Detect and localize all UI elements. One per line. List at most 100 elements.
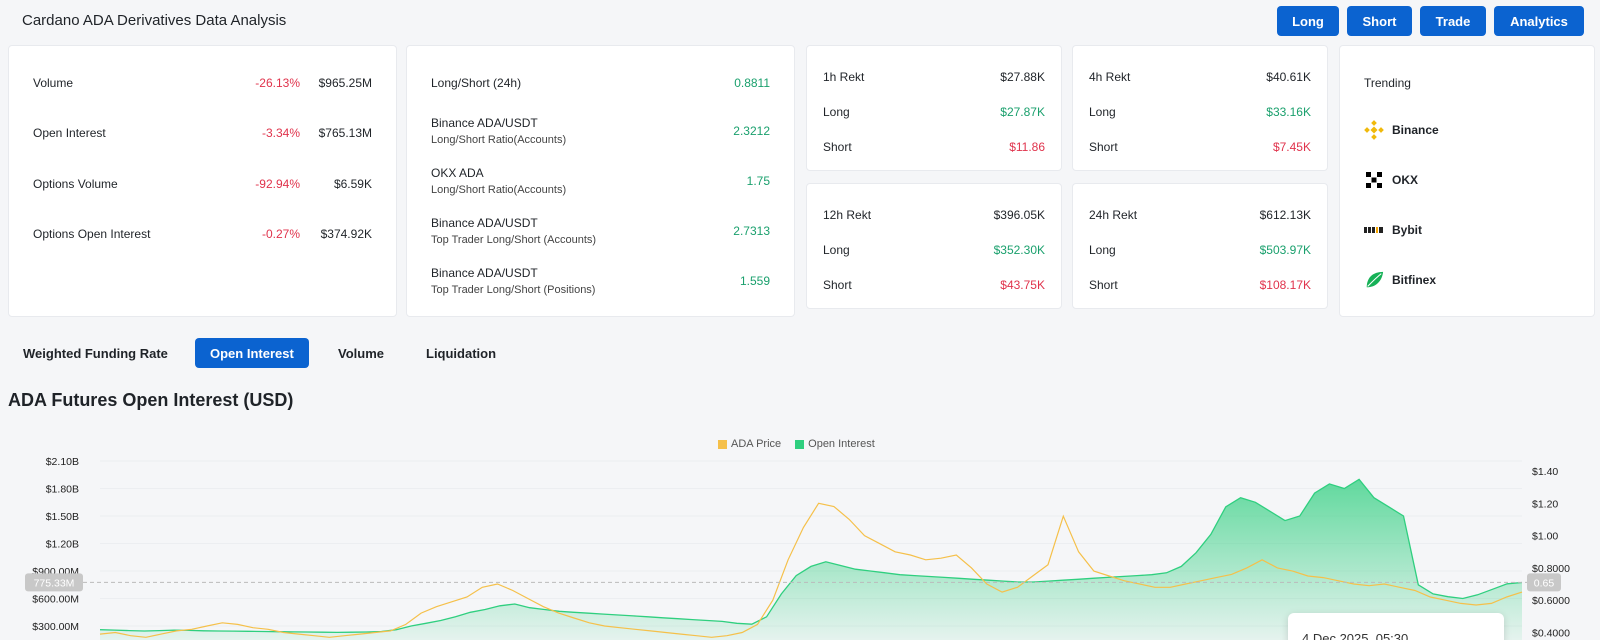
open-interest-chart[interactable]: $2.10B$1.80B$1.50B$1.20B$900.00M$600.00M… xyxy=(0,425,1600,640)
trending-card: Trending Binance OKX Bybit Bitfinex xyxy=(1339,45,1595,317)
bitfinex-icon xyxy=(1364,270,1384,290)
tab-volume[interactable]: Volume xyxy=(323,338,399,368)
ratio-value: 0.8811 xyxy=(734,76,770,90)
ratio-label: Long/Short (24h) xyxy=(431,76,522,90)
open-interest-line xyxy=(99,478,1523,634)
rekt-long-value: $503.97K xyxy=(1259,243,1311,257)
summary-label: Options Open Interest xyxy=(33,227,151,241)
rekt-total: $396.05K xyxy=(993,208,1045,222)
summary-value: $965.25M xyxy=(318,76,372,90)
open-interest-area xyxy=(100,479,1522,640)
crosshair-right-label: 0.65 xyxy=(1534,577,1555,589)
ratio-sublabel: Top Trader Long/Short (Accounts) xyxy=(431,234,597,246)
rekt-long-value: $33.16K xyxy=(1266,105,1311,119)
crosshair-left-badge: 775.33M xyxy=(25,573,83,592)
rekt-1h-card: 1h Rekt $27.88K Long $27.87K Short $11.86 xyxy=(806,45,1062,171)
y-left-tick-label: $1.50B xyxy=(46,511,79,523)
y-right-tick-label: $1.20 xyxy=(1532,498,1558,510)
rekt-short-label: Short xyxy=(823,140,852,154)
rekt-title: 12h Rekt xyxy=(823,208,872,222)
tab-liquidation[interactable]: Liquidation xyxy=(411,338,511,368)
tab-open-interest[interactable]: Open Interest xyxy=(195,338,309,368)
legend-label: Open Interest xyxy=(808,438,875,450)
trending-item-label: Binance xyxy=(1392,123,1439,137)
rekt-short-label: Short xyxy=(1089,140,1118,154)
trending-item-label: Bitfinex xyxy=(1392,273,1437,287)
chart-title: ADA Futures Open Interest (USD) xyxy=(8,390,294,410)
bybit-icon xyxy=(1364,220,1384,240)
ratio-value: 1.75 xyxy=(746,174,770,188)
summary-value: $374.92K xyxy=(320,227,372,241)
summary-change: -92.94% xyxy=(255,177,300,191)
trending-item-bitfinex[interactable]: Bitfinex xyxy=(1364,270,1436,290)
chart-tooltip: 4 Dec 2025, 05:30 xyxy=(1288,613,1504,640)
legend-swatch xyxy=(718,439,727,449)
ratio-value: 2.7313 xyxy=(733,224,770,238)
legend-item-price[interactable]: ADA Price xyxy=(718,438,781,450)
y-right-tick-label: $0.8000 xyxy=(1532,563,1570,575)
summary-change: -26.13% xyxy=(255,76,300,90)
trending-item-okx[interactable]: OKX xyxy=(1364,170,1418,190)
long-short-ratio-card: Long/Short (24h) 0.8811 Binance ADA/USDT… xyxy=(406,45,795,317)
short-button[interactable]: Short xyxy=(1347,6,1412,36)
rekt-long-label: Long xyxy=(1089,243,1116,257)
rekt-title: 24h Rekt xyxy=(1089,208,1138,222)
ratio-value: 2.3212 xyxy=(733,124,770,138)
legend-item-open-interest[interactable]: Open Interest xyxy=(795,438,875,450)
ratio-sublabel: Long/Short Ratio(Accounts) xyxy=(431,134,567,146)
app-title: Cardano ADA Derivatives Data Analysis xyxy=(22,12,287,29)
binance-icon xyxy=(1364,120,1384,140)
y-left-tick-label: $2.10B xyxy=(46,456,79,468)
okx-icon xyxy=(1364,170,1384,190)
top-bar: Cardano ADA Derivatives Data Analysis Lo… xyxy=(0,0,1600,42)
y-right-tick-label: $0.6000 xyxy=(1532,595,1570,607)
rekt-total: $40.61K xyxy=(1266,70,1311,84)
ratio-label: Binance ADA/USDT xyxy=(431,116,538,130)
summary-label: Open Interest xyxy=(33,126,106,140)
long-button[interactable]: Long xyxy=(1277,6,1339,36)
rekt-title: 1h Rekt xyxy=(823,70,865,84)
legend-swatch xyxy=(795,439,805,449)
rekt-long-value: $352.30K xyxy=(993,243,1045,257)
crosshair-left-label: 775.33M xyxy=(34,577,75,589)
legend-label: ADA Price xyxy=(731,438,782,450)
summary-change: -3.34% xyxy=(261,126,300,140)
y-left-tick-label: $300.00M xyxy=(32,621,79,633)
ratio-label: Binance ADA/USDT xyxy=(431,266,538,280)
y-left-tick-label: $1.20B xyxy=(46,539,79,551)
y-left-tick-label: $1.80B xyxy=(46,484,79,496)
tooltip-date: 4 Dec 2025, 05:30 xyxy=(1302,631,1409,640)
rekt-short-value: $108.17K xyxy=(1259,278,1311,292)
trending-item-binance[interactable]: Binance xyxy=(1364,120,1439,140)
tab-weighted-funding-rate[interactable]: Weighted Funding Rate xyxy=(8,338,183,368)
rekt-24h-card: 24h Rekt $612.13K Long $503.97K Short $108.… xyxy=(1072,183,1328,309)
rekt-long-label: Long xyxy=(1089,105,1116,119)
crosshair-right-badge: 0.65 xyxy=(1527,573,1561,592)
summary-change: -0.27% xyxy=(261,227,300,241)
summary-value: $6.59K xyxy=(333,177,372,191)
rekt-total: $612.13K xyxy=(1259,208,1311,222)
trending-item-bybit[interactable]: Bybit xyxy=(1364,220,1422,240)
trending-item-label: OKX xyxy=(1392,173,1419,187)
ada-price-line xyxy=(99,502,1523,638)
rekt-title: 4h Rekt xyxy=(1089,70,1131,84)
rekt-12h-card: 12h Rekt $396.05K Long $352.30K Short $43.7… xyxy=(806,183,1062,309)
summary-card: Volume -26.13% $965.25M Open Interest -3… xyxy=(8,45,397,317)
ratio-sublabel: Long/Short Ratio(Accounts) xyxy=(431,184,567,196)
y-right-tick-label: $1.00 xyxy=(1532,531,1558,543)
rekt-4h-card: 4h Rekt $40.61K Long $33.16K Short $7.45K xyxy=(1072,45,1328,171)
analytics-button[interactable]: Analytics xyxy=(1494,6,1584,36)
trending-item-label: Bybit xyxy=(1392,223,1422,237)
ratio-label: OKX ADA xyxy=(431,166,484,180)
ratio-label: Binance ADA/USDT xyxy=(431,216,538,230)
ratio-sublabel: Top Trader Long/Short (Positions) xyxy=(431,284,596,296)
trending-title: Trending xyxy=(1364,76,1411,90)
rekt-total: $27.88K xyxy=(1000,70,1045,84)
rekt-short-value: $43.75K xyxy=(1000,278,1045,292)
chart-legend: ADA Price Open Interest xyxy=(718,438,875,450)
rekt-short-value: $7.45K xyxy=(1272,140,1311,154)
y-right-tick-label: $1.40 xyxy=(1532,466,1558,478)
trade-button[interactable]: Trade xyxy=(1420,6,1486,36)
ratio-value: 1.559 xyxy=(739,274,770,288)
rekt-long-value: $27.87K xyxy=(1000,105,1045,119)
